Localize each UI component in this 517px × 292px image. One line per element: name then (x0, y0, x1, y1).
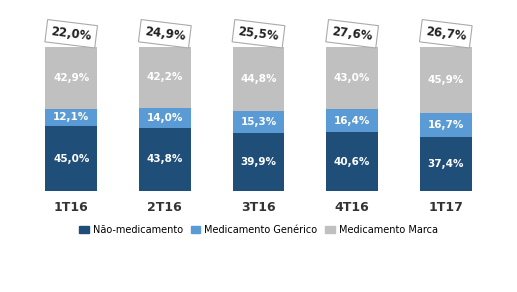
Bar (139, 128, 191, 191)
Bar (326, 133, 378, 191)
Text: 12,1%: 12,1% (53, 112, 89, 122)
Bar (420, 137, 472, 191)
Text: 42,9%: 42,9% (53, 73, 89, 83)
Bar (326, 47, 378, 109)
Bar (233, 111, 284, 133)
Bar (45, 47, 97, 109)
Bar (420, 113, 472, 137)
Text: 43,8%: 43,8% (147, 154, 183, 164)
Text: 37,4%: 37,4% (428, 159, 464, 169)
Text: 42,2%: 42,2% (147, 72, 183, 82)
Text: 43,0%: 43,0% (334, 73, 370, 83)
Bar (139, 108, 191, 128)
Text: 26,7%: 26,7% (425, 25, 467, 43)
Text: 27,6%: 27,6% (331, 25, 373, 43)
Text: 22,0%: 22,0% (50, 25, 92, 43)
Text: 44,8%: 44,8% (240, 74, 277, 84)
Text: 24,9%: 24,9% (144, 25, 186, 43)
Bar (420, 47, 472, 113)
Bar (233, 133, 284, 191)
Bar (45, 109, 97, 126)
Bar (233, 47, 284, 111)
Text: 16,4%: 16,4% (334, 116, 370, 126)
Text: 16,7%: 16,7% (428, 120, 464, 130)
Bar (326, 109, 378, 133)
Text: 25,5%: 25,5% (237, 25, 280, 43)
Text: 40,6%: 40,6% (334, 157, 370, 167)
Text: 15,3%: 15,3% (240, 117, 277, 127)
Bar (139, 47, 191, 108)
Text: 45,9%: 45,9% (428, 75, 464, 85)
Text: 39,9%: 39,9% (240, 157, 277, 167)
Bar (45, 126, 97, 191)
Text: 45,0%: 45,0% (53, 154, 89, 164)
Legend: Não-medicamento, Medicamento Genérico, Medicamento Marca: Não-medicamento, Medicamento Genérico, M… (75, 221, 442, 239)
Text: 14,0%: 14,0% (147, 113, 183, 123)
